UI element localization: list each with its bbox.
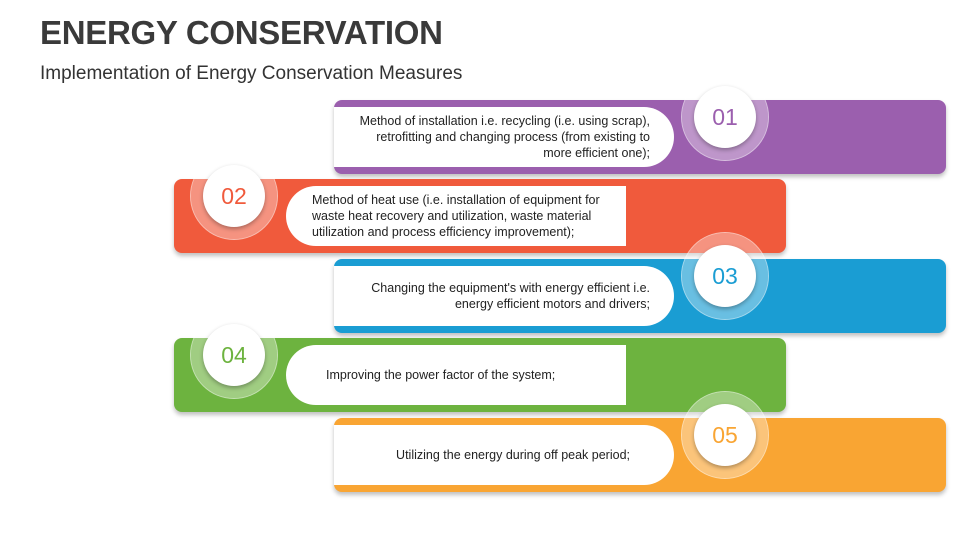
step-number-halo: 03 — [682, 233, 768, 319]
step-05: Utilizing the energy during off peak per… — [334, 392, 946, 492]
step-card: Utilizing the energy during off peak per… — [334, 425, 674, 485]
slide-title: ENERGY CONSERVATION — [40, 14, 443, 51]
step-card: Changing the equipment's with energy eff… — [334, 266, 674, 326]
step-text: Utilizing the energy during off peak per… — [396, 448, 630, 462]
step-number-halo: 05 — [682, 392, 768, 478]
step-card: Method of heat use (i.e. installation of… — [286, 186, 626, 246]
step-04: Improving the power factor of the system… — [174, 312, 786, 412]
step-03: Changing the equipment's with energy eff… — [334, 233, 946, 333]
step-text: Method of installation i.e. recycling (i… — [359, 114, 650, 160]
step-number-halo: 01 — [682, 74, 768, 160]
step-number: 04 — [203, 324, 265, 386]
step-number: 01 — [694, 86, 756, 148]
step-number: 02 — [203, 165, 265, 227]
step-card: Method of installation i.e. recycling (i… — [334, 107, 674, 167]
slide-subtitle: Implementation of Energy Conservation Me… — [40, 63, 463, 84]
step-number: 03 — [694, 245, 756, 307]
step-text: Changing the equipment's with energy eff… — [371, 281, 650, 311]
step-number: 05 — [694, 404, 756, 466]
step-card: Improving the power factor of the system… — [286, 345, 626, 405]
step-number-halo: 02 — [191, 153, 277, 239]
step-text: Improving the power factor of the system… — [326, 368, 556, 382]
step-text: Method of heat use (i.e. installation of… — [312, 193, 600, 239]
step-01: Method of installation i.e. recycling (i… — [334, 74, 946, 174]
step-02: Method of heat use (i.e. installation of… — [174, 153, 786, 253]
step-number-halo: 04 — [191, 312, 277, 398]
